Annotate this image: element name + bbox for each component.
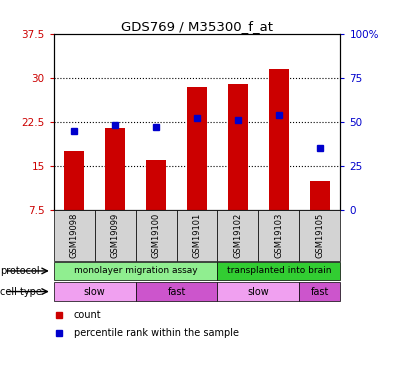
Text: monolayer migration assay: monolayer migration assay [74,266,197,275]
Bar [136,210,177,261]
Text: GSM19099: GSM19099 [111,213,120,258]
Text: slow: slow [248,286,269,297]
Title: GDS769 / M35300_f_at: GDS769 / M35300_f_at [121,20,273,33]
Text: fast: fast [167,286,186,297]
Text: GSM19105: GSM19105 [315,213,324,258]
Text: GSM19101: GSM19101 [193,213,201,258]
Text: slow: slow [84,286,105,297]
Bar [95,210,136,261]
Bar [177,210,217,261]
Bar [54,282,136,301]
Bar [269,69,289,210]
Text: transplanted into brain: transplanted into brain [226,266,331,275]
Bar [310,181,330,210]
Bar [299,282,340,301]
Bar [136,282,217,301]
Bar [105,128,125,210]
Text: fast: fast [310,286,329,297]
Bar [217,282,299,301]
Text: cell type: cell type [0,286,42,297]
Text: protocol: protocol [0,266,40,276]
Bar [217,210,258,261]
Text: GSM19098: GSM19098 [70,213,79,258]
Text: GSM19102: GSM19102 [234,213,242,258]
Bar [64,151,84,210]
Bar [187,87,207,210]
Bar [258,210,299,261]
Bar [228,84,248,210]
Bar [146,160,166,210]
Bar [54,210,95,261]
Bar [217,262,340,280]
Bar [54,262,217,280]
Text: percentile rank within the sample: percentile rank within the sample [74,328,239,338]
Text: count: count [74,310,101,320]
Bar [299,210,340,261]
Text: GSM19103: GSM19103 [274,213,283,258]
Text: GSM19100: GSM19100 [152,213,160,258]
